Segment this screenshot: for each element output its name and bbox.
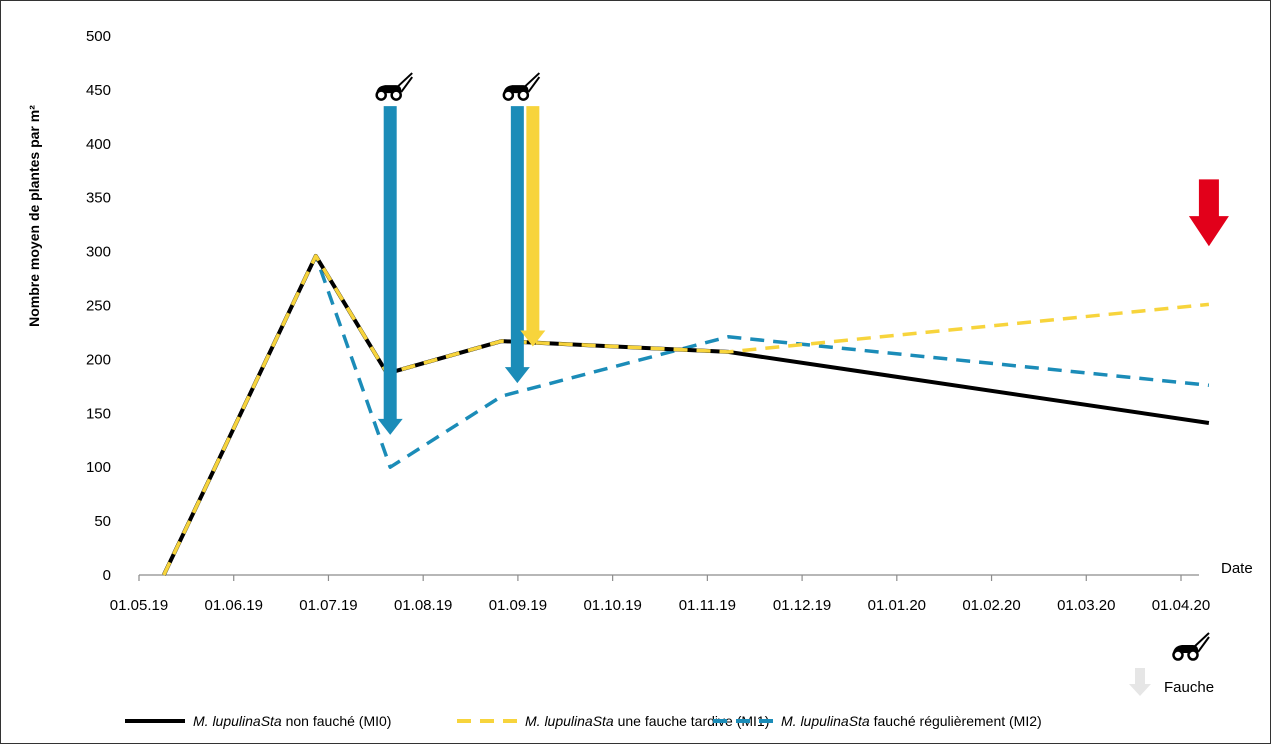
lawn-mower-icon (1172, 632, 1210, 661)
y-tick-label: 0 (103, 567, 111, 584)
fauche-key: Fauche (1129, 632, 1214, 696)
lawn-mower-icon (375, 72, 414, 101)
x-tick-label: 01.09.19 (489, 597, 547, 614)
y-tick-label: 500 (86, 28, 111, 45)
fauche-arrow-icon (1129, 668, 1151, 696)
y-tick-label: 450 (86, 82, 111, 99)
x-axis-title: Date (1221, 560, 1253, 577)
mowing-arrow (377, 106, 403, 435)
x-tick-label: 01.05.19 (110, 597, 168, 614)
x-tick-label: 01.08.19 (394, 597, 452, 614)
legend-label-mi0: M. lupulinaSta non fauché (MI0) (193, 713, 391, 729)
y-axis-title: Nombre moyen de plantes par m² (26, 105, 42, 327)
y-tick-label: 250 (86, 298, 111, 315)
mowing-arrow (504, 106, 530, 384)
red-warning-arrow (1188, 179, 1229, 247)
y-tick-label: 350 (86, 190, 111, 207)
x-tick-label: 01.12.19 (773, 597, 831, 614)
x-tick-label: 01.03.20 (1057, 597, 1115, 614)
x-tick-label: 01.02.20 (962, 597, 1020, 614)
y-tick-label: 150 (86, 405, 111, 422)
x-tick-label: 01.11.19 (679, 597, 736, 614)
annotation-layer (375, 72, 1229, 435)
x-axis: 01.05.19 01.06.19 01.07.19 01.08.19 01.09.19… (110, 574, 1210, 614)
x-tick-label: 01.04.20 (1152, 597, 1210, 614)
legend-label-mi2: M. lupulinaSta fauché régulièrement (MI2… (781, 713, 1042, 729)
y-tick-label: 400 (86, 136, 111, 153)
y-tick-label: 50 (94, 513, 111, 530)
series-line-mi1 (162, 254, 1210, 576)
lawn-mower-icon (502, 72, 541, 101)
legend-label-mi1: M. lupulinaSta une fauche tardive (MI1) (525, 713, 769, 729)
mowing-arrow (520, 106, 546, 347)
y-tick-label: 300 (86, 244, 111, 261)
series-layer (161, 253, 1210, 576)
y-tick-label: 200 (86, 351, 111, 368)
y-axis: 0 50 100 150 200 250 300 350 400 450 500 (86, 28, 111, 584)
x-tick-label: 01.10.19 (583, 597, 641, 614)
y-tick-label: 100 (86, 459, 111, 476)
series-line-mi2 (162, 254, 1210, 576)
x-tick-label: 01.07.19 (299, 597, 357, 614)
series-line-mi0 (161, 253, 1210, 576)
x-tick-label: 01.01.20 (868, 597, 926, 614)
legend: M. lupulinaSta non fauché (MI0) M. lupuli… (125, 713, 1042, 729)
x-tick-label: 01.06.19 (205, 597, 263, 614)
fauche-label: Fauche (1164, 679, 1214, 696)
